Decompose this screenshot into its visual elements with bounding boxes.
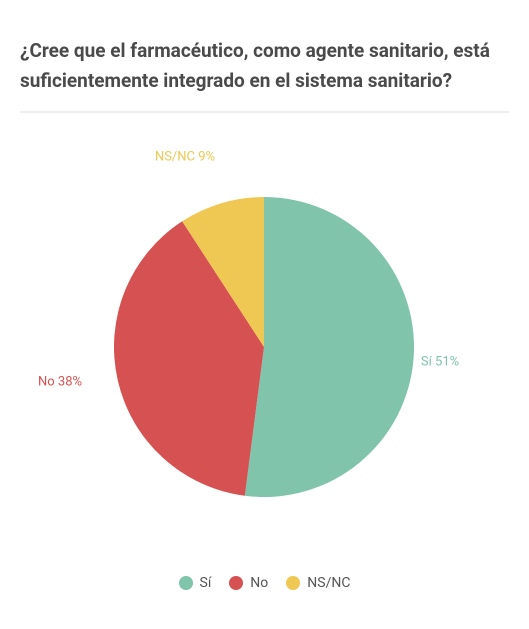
legend-item-si: Sí [179,575,212,591]
slice-label: No 38% [38,374,82,389]
pie-slice [245,197,414,497]
legend: Sí No NS/NC [20,575,509,591]
title-divider [20,111,509,113]
legend-label: No [250,575,268,591]
legend-label: Sí [200,575,212,591]
slice-label: Sí 51% [421,354,459,369]
chart-title: ¿Cree que el farmacéutico, como agente s… [20,36,509,97]
legend-item-nsnc: NS/NC [286,575,350,591]
slice-label: NS/NC 9% [155,149,215,164]
pie-svg [20,137,509,557]
pie-chart: Sí 51% No 38% NS/NC 9% [20,137,509,557]
legend-swatch [179,576,193,590]
legend-label: NS/NC [307,575,350,591]
legend-swatch [286,576,300,590]
legend-item-no: No [229,575,268,591]
legend-swatch [229,576,243,590]
